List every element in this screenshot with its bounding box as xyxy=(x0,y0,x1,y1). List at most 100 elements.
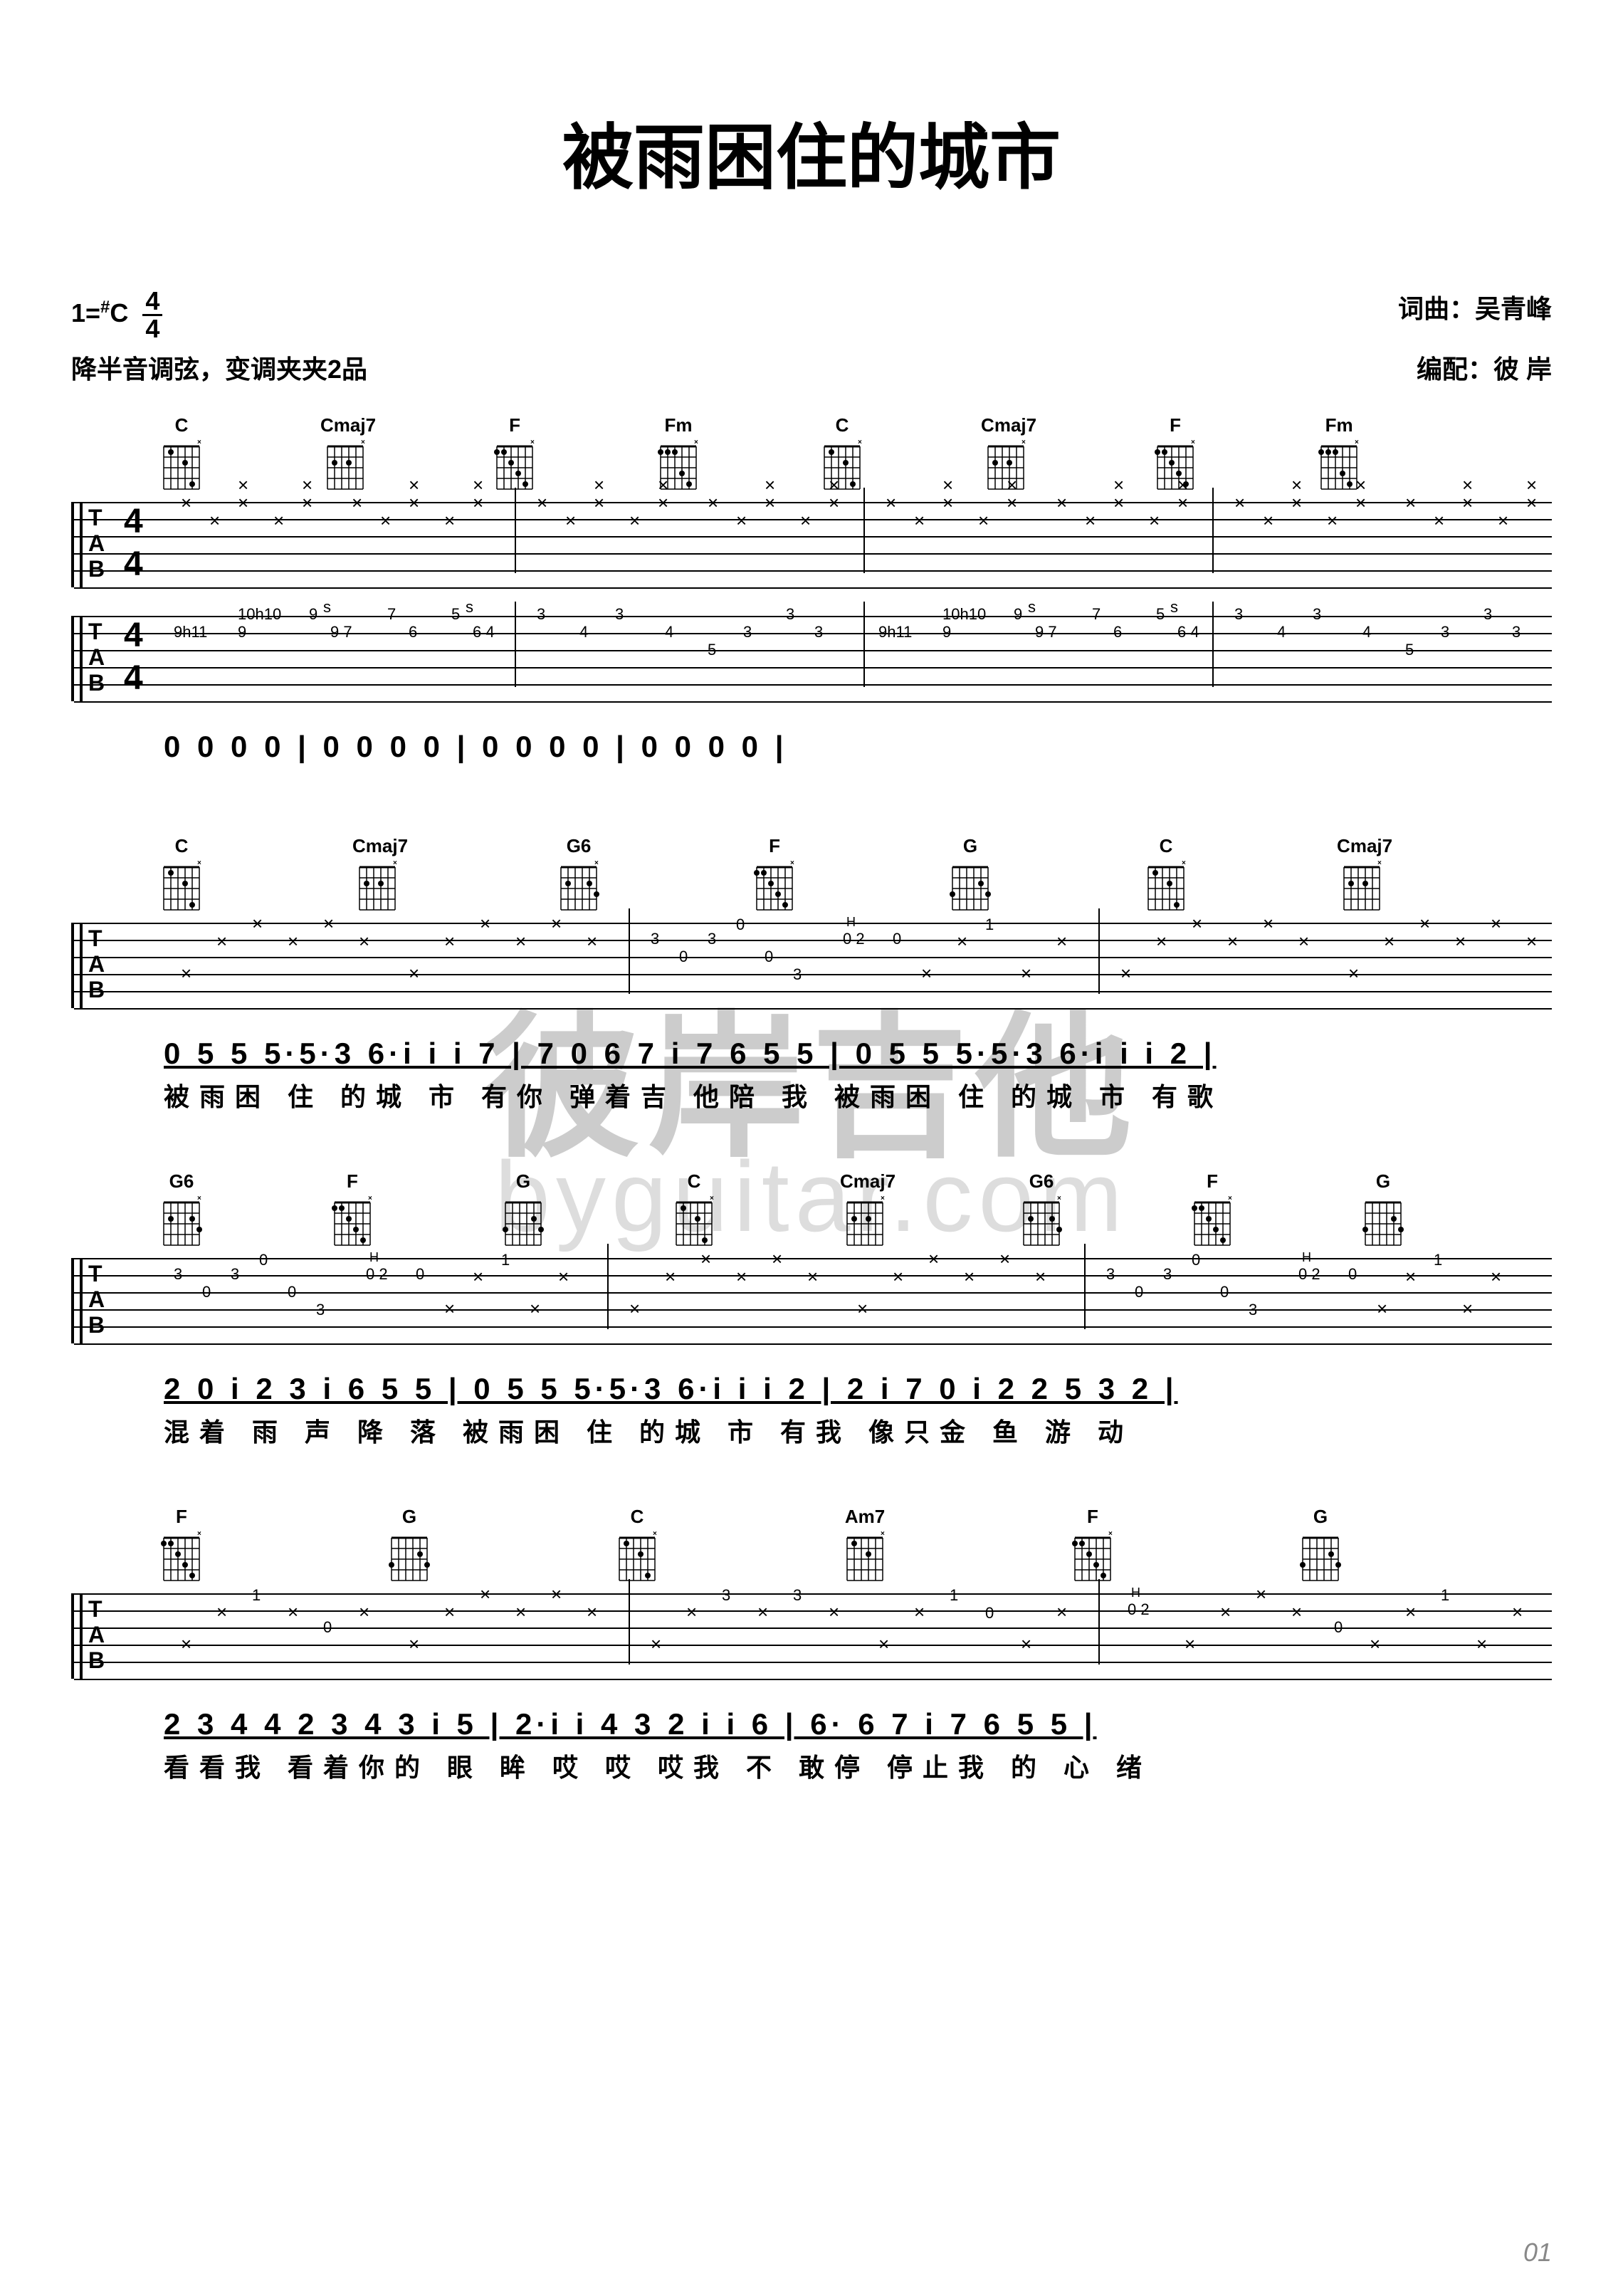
svg-text:×: × xyxy=(1370,1633,1380,1655)
chord-diagram: C× xyxy=(612,1506,662,1588)
svg-text:1: 1 xyxy=(501,1251,510,1269)
svg-text:×: × xyxy=(1182,860,1186,867)
tab-clef-b: B xyxy=(88,1649,105,1672)
chord-diagram: Cmaj7× xyxy=(840,1170,895,1252)
svg-text:×: × xyxy=(1263,510,1273,531)
svg-text:×: × xyxy=(1348,963,1359,984)
chord-name: G xyxy=(384,1506,434,1528)
svg-text:0: 0 xyxy=(323,1618,332,1636)
chord-diagram: F× xyxy=(157,1506,206,1588)
svg-text:3: 3 xyxy=(1512,623,1520,641)
svg-text:5: 5 xyxy=(708,641,716,659)
svg-text:7: 7 xyxy=(387,605,396,623)
svg-text:×: × xyxy=(181,963,191,984)
tab-timesig-top: 4 xyxy=(124,619,143,653)
svg-text:×: × xyxy=(1021,439,1026,446)
chord-diagram: G6× xyxy=(157,1170,206,1252)
svg-text:×: × xyxy=(757,1601,768,1623)
svg-text:×: × xyxy=(480,1583,490,1605)
tab-content-lead: 9h11 10h109 99 7s 76 56 4s 343 453 33 9h… xyxy=(167,602,1545,708)
svg-text:×: × xyxy=(942,474,953,496)
svg-text:×: × xyxy=(710,1195,714,1202)
chord-name: F xyxy=(157,1506,206,1528)
svg-text:×: × xyxy=(1434,510,1444,531)
svg-text:×: × xyxy=(273,510,284,531)
svg-text:×: × xyxy=(694,439,698,446)
key-name: C xyxy=(110,298,128,327)
svg-text:×: × xyxy=(1327,510,1338,531)
svg-text:s: s xyxy=(1028,598,1036,616)
svg-text:×: × xyxy=(629,510,640,531)
svg-text:0: 0 xyxy=(1220,1283,1229,1301)
tab-content: ××× ××× ××× ××× 30 30 03 0 2H 0× ×1 ×× ×… xyxy=(167,908,1545,1015)
meta-row-1: 1=#C 4 4 词曲：吴青峰 xyxy=(71,288,1552,342)
svg-text:×: × xyxy=(551,913,562,934)
svg-text:6 4: 6 4 xyxy=(473,623,495,641)
svg-text:×: × xyxy=(651,1633,661,1655)
svg-text:×: × xyxy=(928,1248,939,1269)
svg-text:4: 4 xyxy=(579,623,588,641)
svg-text:6 4: 6 4 xyxy=(1177,623,1199,641)
chord-row: C×Cmaj7×G6×F×GC×Cmaj7× xyxy=(157,835,1552,917)
svg-text:×: × xyxy=(302,474,312,496)
tab-content: 303 003 0 2H 0× ×1 ×× ×× ×× ×× ×× ×× ×× … xyxy=(167,1244,1545,1351)
svg-text:4: 4 xyxy=(1362,623,1371,641)
svg-text:×: × xyxy=(594,860,599,867)
svg-text:×: × xyxy=(765,474,775,496)
svg-text:×: × xyxy=(1298,931,1309,952)
chord-name: Cmaj7 xyxy=(840,1170,895,1192)
svg-text:×: × xyxy=(181,1633,191,1655)
svg-text:0: 0 xyxy=(1334,1618,1343,1636)
key-signature: 1=#C 4 4 xyxy=(71,288,162,342)
svg-text:6: 6 xyxy=(409,623,417,641)
svg-text:H: H xyxy=(1131,1585,1140,1600)
chord-diagram: G6× xyxy=(554,835,604,917)
arranger-name: 彼 岸 xyxy=(1493,355,1552,384)
svg-text:7: 7 xyxy=(1092,605,1101,623)
svg-text:0: 0 xyxy=(416,1265,424,1283)
chord-name: F xyxy=(490,414,540,436)
svg-text:×: × xyxy=(1476,1633,1487,1655)
tab-clef-t: T xyxy=(88,927,103,950)
svg-text:3: 3 xyxy=(615,605,624,623)
svg-text:3: 3 xyxy=(722,1586,730,1604)
tab-clef-a: A xyxy=(88,953,105,975)
svg-text:×: × xyxy=(1234,492,1245,513)
lyrics: 混着 雨 声 降 落 被雨困 住 的城 市 有我 像只金 鱼 游 动 xyxy=(164,1412,1552,1449)
svg-text:×: × xyxy=(665,1266,676,1287)
chord-diagram: C× xyxy=(157,835,206,917)
svg-text:1: 1 xyxy=(1434,1251,1442,1269)
chord-diagram: C× xyxy=(1141,835,1191,917)
svg-text:×: × xyxy=(473,474,483,496)
chord-diagram: Am7× xyxy=(840,1506,890,1588)
svg-text:×: × xyxy=(807,1266,818,1287)
svg-text:×: × xyxy=(829,1601,839,1623)
svg-text:×: × xyxy=(1462,474,1473,496)
svg-text:×: × xyxy=(1498,510,1508,531)
svg-text:×: × xyxy=(409,1633,419,1655)
svg-text:×: × xyxy=(380,510,391,531)
svg-text:×: × xyxy=(1355,439,1359,446)
svg-text:3: 3 xyxy=(231,1265,239,1283)
svg-text:×: × xyxy=(1291,1601,1302,1623)
svg-text:×: × xyxy=(790,860,794,867)
chord-row: G6×F×GC×Cmaj7×G6×F×G xyxy=(157,1170,1552,1252)
svg-text:0: 0 xyxy=(893,930,901,948)
svg-text:×: × xyxy=(772,1248,782,1269)
svg-text:5: 5 xyxy=(1156,605,1165,623)
svg-text:×: × xyxy=(352,492,362,513)
svg-text:×: × xyxy=(878,1633,889,1655)
system-1: C×Cmaj7×F×Fm×C×Cmaj7×F×Fm× T A B 4 4 ×××… xyxy=(71,414,1552,764)
svg-text:3: 3 xyxy=(1483,605,1492,623)
sharp-sign: # xyxy=(100,298,110,317)
svg-text:×: × xyxy=(393,860,397,867)
time-sig-bot: 4 xyxy=(142,316,162,342)
chord-name: C xyxy=(157,414,206,436)
svg-text:×: × xyxy=(1405,1601,1416,1623)
svg-text:×: × xyxy=(1177,474,1188,496)
chord-name: C xyxy=(157,835,206,857)
svg-text:3: 3 xyxy=(174,1265,182,1283)
svg-text:×: × xyxy=(515,931,526,952)
svg-text:×: × xyxy=(736,1266,747,1287)
tab-clef-a: A xyxy=(88,646,105,669)
